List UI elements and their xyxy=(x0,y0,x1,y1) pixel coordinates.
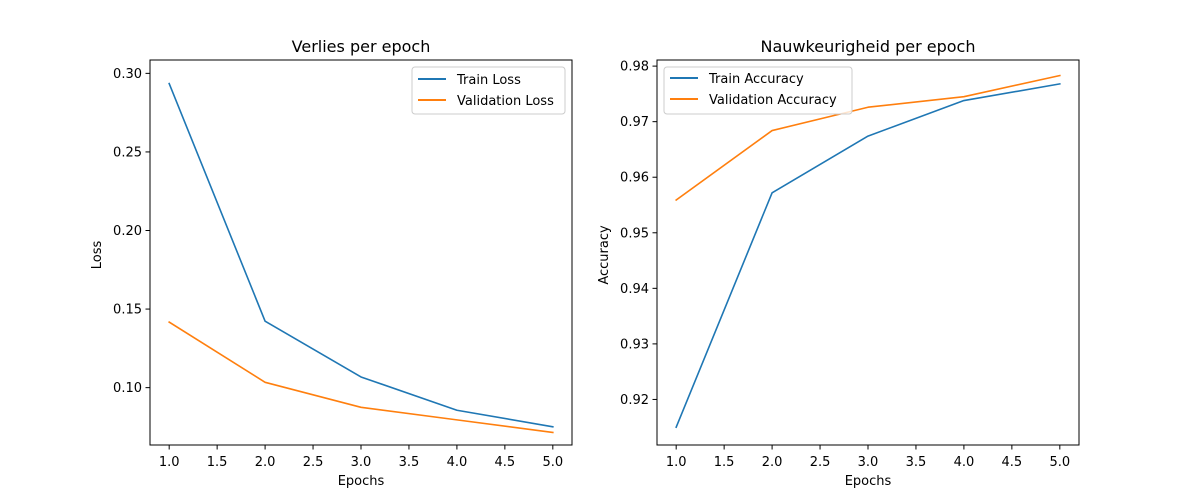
accuracy-y-ticks: 0.92 0.93 0.94 0.95 0.96 0.97 0.98 xyxy=(620,60,657,408)
loss-x-tick-label: 3.0 xyxy=(351,455,372,470)
loss-plot-frame xyxy=(149,59,573,446)
accuracy-series-group xyxy=(675,74,1061,429)
accuracy-y-tick-label: 0.97 xyxy=(620,115,649,130)
loss-x-tick-label: 2.5 xyxy=(303,455,324,470)
loss-y-axis-label: Loss xyxy=(90,241,105,270)
accuracy-x-tick-label: 4.5 xyxy=(1002,455,1023,470)
accuracy-legend: Train Accuracy Validation Accuracy xyxy=(663,66,853,115)
loss-x-tick-label: 1.5 xyxy=(207,455,228,470)
accuracy-x-tick-label: 1.5 xyxy=(714,455,735,470)
accuracy-series-line-validation-accuracy xyxy=(675,74,1061,202)
accuracy-x-tick-label: 5.0 xyxy=(1049,455,1070,470)
accuracy-chart-title: Nauwkeurigheid per epoch xyxy=(761,37,976,56)
loss-x-ticks: 1.0 1.5 2.0 2.5 3.0 3.5 4.0 4.5 5.0 xyxy=(159,445,563,470)
loss-legend-label-train: Train Loss xyxy=(456,73,521,88)
accuracy-x-tick-label: 3.0 xyxy=(858,455,879,470)
accuracy-x-tick-label: 2.0 xyxy=(762,455,783,470)
accuracy-y-tick-label: 0.96 xyxy=(620,171,649,186)
accuracy-chart: Nauwkeurigheid per epoch Epochs Accuracy… xyxy=(597,37,1080,489)
loss-legend-box xyxy=(411,66,566,115)
loss-chart-title: Verlies per epoch xyxy=(292,37,431,56)
accuracy-x-tick-label: 4.0 xyxy=(954,455,975,470)
accuracy-x-tick-label: 3.5 xyxy=(906,455,927,470)
loss-y-tick-label: 0.20 xyxy=(113,224,142,239)
loss-x-tick-label: 4.0 xyxy=(447,455,468,470)
loss-series-group xyxy=(168,82,554,434)
accuracy-legend-label-train: Train Accuracy xyxy=(708,72,804,87)
loss-x-tick-label: 2.0 xyxy=(255,455,276,470)
loss-x-tick-label: 3.5 xyxy=(399,455,420,470)
loss-series-line-train-loss xyxy=(168,82,554,428)
loss-legend-label-validation: Validation Loss xyxy=(457,94,554,109)
accuracy-y-tick-label: 0.93 xyxy=(620,337,649,352)
accuracy-x-axis-label: Epochs xyxy=(845,474,892,489)
accuracy-legend-box xyxy=(663,66,853,115)
accuracy-plot-frame xyxy=(656,59,1080,446)
loss-x-axis-label: Epochs xyxy=(338,474,385,489)
accuracy-y-tick-label: 0.92 xyxy=(620,393,649,408)
accuracy-legend-label-validation: Validation Accuracy xyxy=(709,93,837,108)
accuracy-y-tick-label: 0.98 xyxy=(620,60,649,75)
loss-y-tick-label: 0.25 xyxy=(113,145,142,160)
loss-y-tick-label: 0.30 xyxy=(113,67,142,82)
accuracy-series-line-train-accuracy xyxy=(675,82,1061,429)
accuracy-y-tick-label: 0.95 xyxy=(620,226,649,241)
loss-y-tick-label: 0.15 xyxy=(113,303,142,318)
loss-series-line-validation-loss xyxy=(168,321,554,434)
loss-y-tick-label: 0.10 xyxy=(113,381,142,396)
loss-x-tick-label: 4.5 xyxy=(495,455,516,470)
loss-legend: Train Loss Validation Loss xyxy=(411,66,566,115)
accuracy-y-tick-label: 0.94 xyxy=(620,282,649,297)
loss-x-tick-label: 1.0 xyxy=(159,455,180,470)
accuracy-y-axis-label: Accuracy xyxy=(597,225,612,285)
accuracy-x-tick-label: 1.0 xyxy=(666,455,687,470)
loss-y-ticks: 0.10 0.15 0.20 0.25 0.30 xyxy=(113,67,150,396)
loss-x-tick-label: 5.0 xyxy=(542,455,563,470)
accuracy-x-ticks: 1.0 1.5 2.0 2.5 3.0 3.5 4.0 4.5 5.0 xyxy=(666,445,1070,470)
accuracy-x-tick-label: 2.5 xyxy=(810,455,831,470)
loss-chart: Verlies per epoch Epochs Loss 1.0 1.5 2.0 2… xyxy=(90,37,573,489)
